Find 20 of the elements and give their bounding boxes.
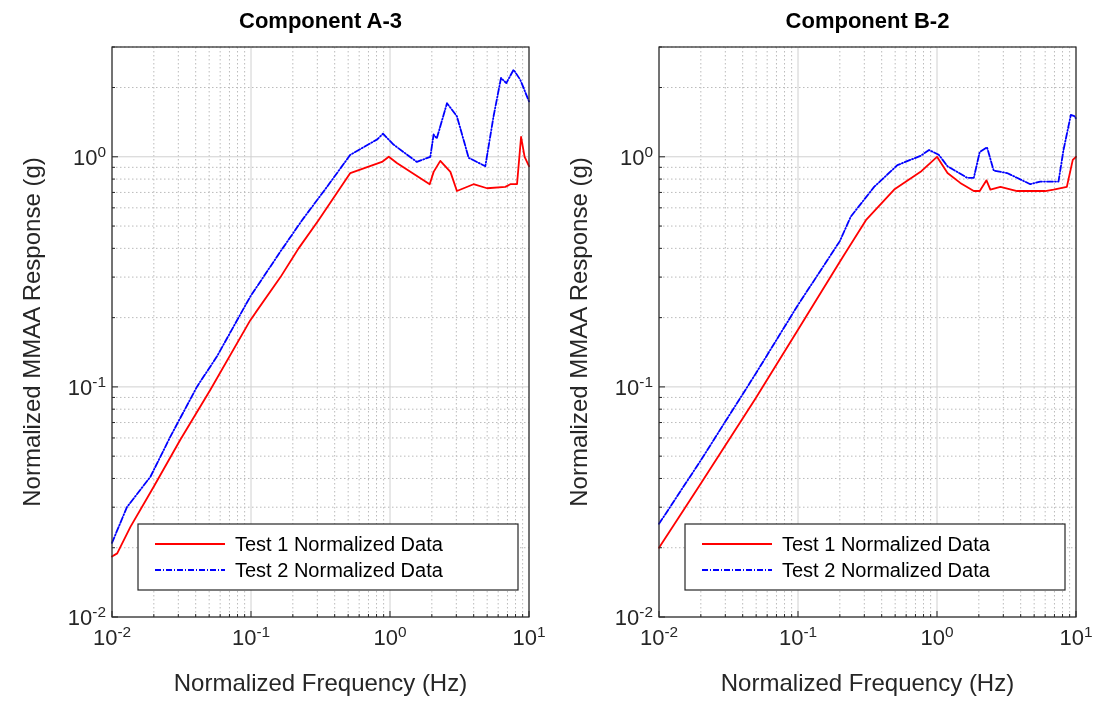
y-tick-label: 10$^{0}$ bbox=[72, 142, 106, 170]
y-tick-label: 10$^{0}$ bbox=[619, 142, 653, 170]
chart-title: Component A-3 bbox=[239, 8, 402, 33]
x-tick-label: 10$^{0}$ bbox=[920, 622, 954, 650]
x-tick-label: 10$^{-1}$ bbox=[778, 622, 818, 650]
legend-label: Test 2 Normalized Data bbox=[235, 559, 444, 581]
y-axis-title: Normalized MMAA Response (g) bbox=[18, 157, 45, 507]
x-tick-label: 10$^{1}$ bbox=[1059, 622, 1093, 650]
x-axis-title: Normalized Frequency (Hz) bbox=[173, 669, 468, 696]
y-axis-title: Normalized MMAA Response (g) bbox=[565, 157, 592, 507]
legend-label: Test 1 Normalized Data bbox=[782, 533, 991, 555]
x-tick-label: 10$^{-1}$ bbox=[231, 622, 271, 650]
y-tick-label: 10$^{-1}$ bbox=[614, 372, 653, 400]
y-tick-label: 10$^{-1}$ bbox=[67, 372, 106, 400]
x-axis-title: Normalized Frequency (Hz) bbox=[720, 669, 1015, 696]
chart-title: Component B-2 bbox=[785, 8, 950, 33]
legend-label: Test 1 Normalized Data bbox=[235, 533, 444, 555]
x-tick-label: 10$^{1}$ bbox=[512, 622, 546, 650]
legend-label: Test 2 Normalized Data bbox=[782, 559, 991, 581]
x-tick-label: 10$^{0}$ bbox=[373, 622, 407, 650]
